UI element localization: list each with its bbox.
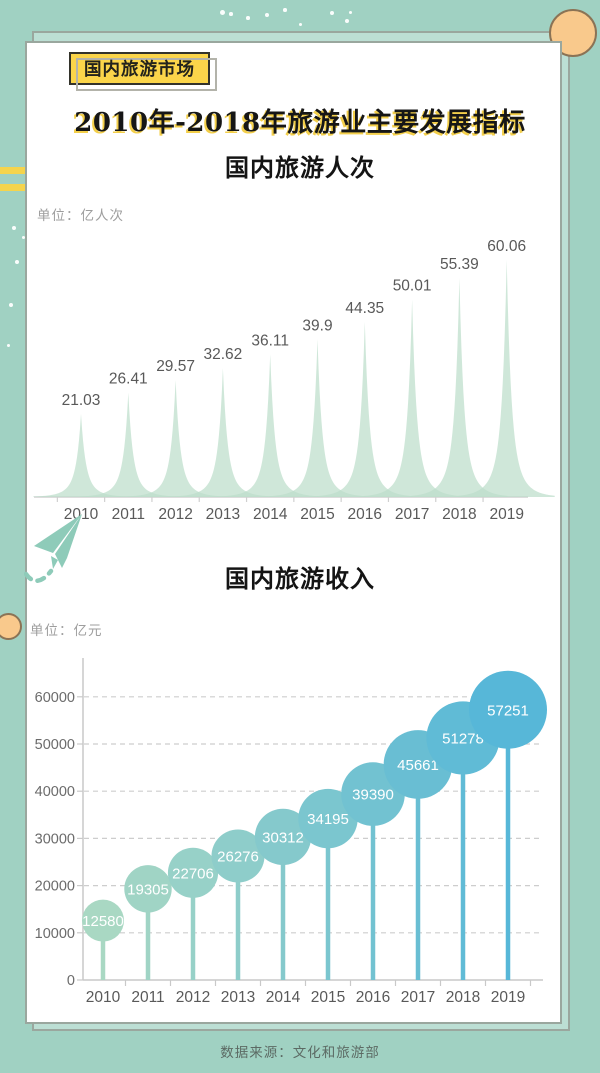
y-tick-label-60000: 60000 [35,690,75,706]
x-tick-label-2016: 2016 [348,506,382,523]
data-source: 数据来源：文化和旅游部 [220,1045,380,1060]
y-tick-label-40000: 40000 [35,784,75,800]
spike-2019 [458,259,555,497]
bubble-2012 [167,847,219,898]
sparkle-dot [246,16,250,20]
spike-2011 [80,392,177,497]
bubble-2011 [124,865,172,913]
sparkle-dot [219,9,225,15]
bubble-value-2015: 34195 [307,811,349,828]
spike-2010 [33,413,129,497]
x-tick-label-2018: 2018 [446,989,480,1006]
spike-2012 [127,380,224,497]
sparkle-dot [15,260,19,264]
value-label-2017: 50.01 [393,277,432,294]
plane-fold [51,556,58,569]
bubble-2013 [211,829,265,883]
spike-2016 [316,321,413,497]
bubble-value-2011: 19305 [127,881,169,898]
x-tick-label-2013: 2013 [206,506,240,523]
domestic-trips-spike-chart: 21.03 2010 26.41 2011 29.57 2012 32.62 2013 36.1… [33,238,555,523]
value-label-2014: 36.11 [251,332,289,349]
y-tick-label-10000: 10000 [35,926,75,942]
x-tick-label-2010: 2010 [64,506,99,523]
x-tick-label-2019: 2019 [489,506,523,523]
bubble-value-2017: 45661 [397,757,439,774]
y-tick-label-0: 0 [67,973,75,989]
accent-circle-left [0,613,22,640]
value-label-2013: 32.62 [204,346,243,363]
domestic-revenue-lollipop-chart: 0 10000 20000 30000 40000 50000 60000 12580 2010… [35,658,547,1006]
badge-label: 国内旅游市场 [84,59,195,79]
x-tick-label-2013: 2013 [221,989,255,1006]
x-tick-label-2016: 2016 [356,989,390,1006]
sparkle-dot [298,22,302,26]
bubble-2010 [82,899,124,942]
x-tick-label-2011: 2011 [112,506,145,523]
value-label-2018: 55.39 [440,256,479,273]
paper-plane-icon [24,514,82,583]
bubble-value-2013: 26276 [217,848,259,865]
x-tick-label-2019: 2019 [491,989,525,1006]
page-title: 2010年-2018年旅游业主要发展指标 [74,108,526,138]
bubble-value-2016: 39390 [352,787,394,804]
chart1-title: 国内旅游人次 [225,153,375,182]
sparkle-dot [348,10,352,14]
bubble-value-2012: 22706 [172,865,214,882]
spike-2018 [411,278,508,497]
x-tick-label-2011: 2011 [131,989,164,1006]
x-tick-label-2015: 2015 [300,506,334,523]
chart2-title: 国内旅游收入 [225,564,375,593]
value-label-2016: 44.35 [345,300,384,317]
x-tick-label-2010: 2010 [86,989,121,1006]
value-label-2012: 29.57 [156,358,195,375]
sparkle-dot [229,12,233,16]
bubble-2014 [254,808,312,866]
x-tick-label-2012: 2012 [176,989,210,1006]
spike-2015 [269,339,366,497]
bubble-value-2014: 30312 [262,829,304,846]
value-label-2019: 60.06 [487,238,526,255]
x-tick-label-2017: 2017 [395,506,429,523]
content-card [25,41,562,1024]
market-badge: 国内旅游市场 [69,52,217,91]
bubble-value-2010: 12580 [82,913,124,930]
sparkle-dot [9,303,13,307]
y-tick-label-50000: 50000 [35,737,75,753]
value-label-2011: 26.41 [109,371,148,388]
chart1-unit-label: 单位：亿人次 [37,208,124,223]
value-label-2015: 39.9 [302,317,332,334]
x-tick-label-2017: 2017 [401,989,435,1006]
value-label-2010: 21.03 [62,392,101,409]
x-tick-label-2014: 2014 [253,506,288,523]
chart2-unit-label: 单位：亿元 [30,623,103,638]
spike-2017 [364,299,461,497]
x-tick-label-2014: 2014 [266,989,301,1006]
x-tick-label-2018: 2018 [442,506,476,523]
sparkle-dot [345,19,349,23]
spike-2013 [174,368,271,497]
sparkle-dot [264,12,270,18]
bubble-value-2018: 51278 [442,730,484,747]
bubble-value-2019: 57251 [487,702,529,719]
sparkle-dot [11,225,17,231]
bubble-2019 [469,670,547,749]
x-tick-label-2015: 2015 [311,989,345,1006]
plane-trail [24,568,54,583]
accent-bar [0,167,25,174]
sparkle-dot [283,8,287,12]
sparkle-dot [330,11,334,15]
y-tick-label-20000: 20000 [35,879,75,895]
plane-wing [34,514,82,553]
sparkle-dot [6,343,10,347]
plane-body [55,514,82,568]
accent-bar [0,184,25,191]
y-tick-label-30000: 30000 [35,831,75,847]
sparkle-dot [21,235,25,239]
x-tick-label-2012: 2012 [158,506,192,523]
spike-2014 [222,354,319,497]
